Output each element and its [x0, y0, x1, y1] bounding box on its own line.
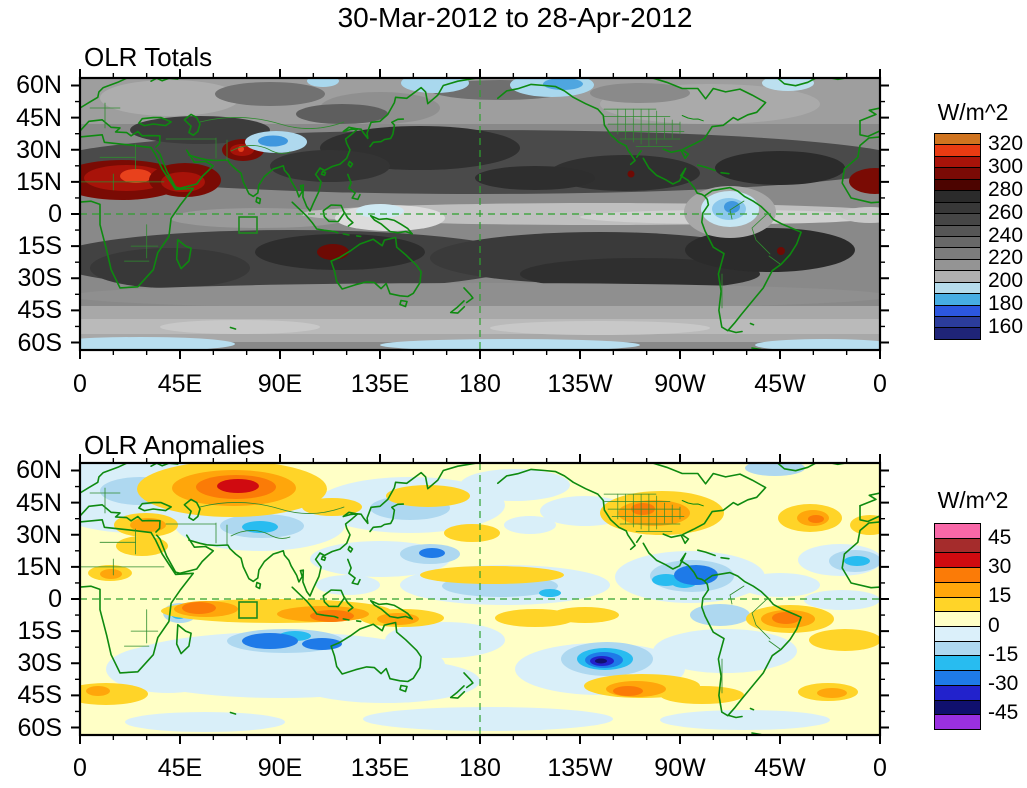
colorbar-cell — [935, 655, 980, 671]
colorbar-tick-label: 300 — [988, 155, 1024, 179]
colorbar-tick-label: 260 — [988, 200, 1024, 224]
colorbar-cell — [935, 684, 980, 700]
colorbar-cell — [935, 293, 980, 305]
colorbar-cell — [935, 640, 980, 656]
colorbar-cell — [935, 270, 980, 282]
colorbar-cell — [935, 155, 980, 168]
colorbar-cell — [935, 190, 980, 202]
lon-tick-label: 135W — [547, 370, 613, 398]
colorbar-cell — [935, 134, 980, 145]
lat-tick-label: 60N — [16, 456, 62, 485]
colorbar-cell — [935, 626, 980, 641]
colorbar-cell — [935, 247, 980, 259]
colorbar-tick-label: 160 — [988, 314, 1024, 338]
lat-tick-label: 30S — [17, 264, 62, 293]
colorbar-totals — [934, 133, 981, 340]
colorbar-units-totals: W/m^2 — [937, 99, 1009, 125]
lat-tick-label: 60S — [17, 713, 62, 742]
colorbar-cell — [935, 581, 980, 597]
colorbar-cell — [935, 281, 980, 294]
colorbar-cell — [935, 524, 980, 538]
map-anomalies-plot — [71, 454, 889, 744]
colorbar-cell — [935, 213, 980, 225]
colorbar-tick-label: 320 — [988, 132, 1024, 156]
colorbar-cell — [935, 670, 980, 685]
lon-tick-label: 135E — [350, 370, 410, 398]
lon-tick-label: 135E — [350, 754, 410, 782]
colorbar-cell — [935, 304, 980, 316]
index-region-box — [238, 601, 258, 619]
lat-tick-label: 0 — [48, 200, 62, 228]
lon-tick-label: 135W — [547, 754, 613, 782]
lon-tick-label: 0 — [873, 754, 887, 782]
colorbar-cell — [935, 596, 980, 612]
lon-tick-label: 180 — [459, 754, 501, 782]
lat-tick-label: 45N — [16, 488, 62, 517]
panel-title-totals: OLR Totals — [84, 42, 213, 72]
main-title: 30-Mar-2012 to 28-Apr-2012 — [337, 2, 693, 33]
colorbar-tick-label: 180 — [988, 291, 1024, 315]
colorbar-cell — [935, 552, 980, 568]
colorbar-cell — [935, 714, 980, 730]
colorbar-tick-label: 240 — [988, 223, 1024, 247]
lat-tick-label: 60S — [17, 328, 62, 357]
lat-tick-label: 45S — [17, 681, 62, 710]
lon-tick-label: 180 — [459, 370, 501, 398]
lon-tick-label: 0 — [73, 370, 87, 398]
colorbar-cell — [935, 537, 980, 553]
lon-tick-label: 0 — [73, 754, 87, 782]
lat-tick-label: 30S — [17, 649, 62, 678]
colorbar-tick-label: 45 — [988, 525, 1012, 549]
colorbar-cell — [935, 167, 980, 179]
lat-tick-label: 60N — [16, 71, 62, 100]
colorbar-tick-label: -30 — [988, 672, 1019, 696]
anomalies-contour-field — [80, 463, 880, 735]
lon-tick-label: 0 — [873, 370, 887, 398]
lon-tick-label: 90W — [654, 370, 706, 398]
colorbar-anomalies — [934, 523, 981, 730]
colorbar-tick-label: 15 — [988, 584, 1012, 608]
colorbar-cell — [935, 201, 980, 214]
lat-tick-label: 15N — [16, 167, 62, 196]
colorbar-cell — [935, 316, 980, 328]
colorbar-cell — [935, 224, 980, 236]
lon-tick-label: 90E — [257, 754, 303, 782]
lon-tick-label: 45E — [157, 370, 203, 398]
lat-tick-label: 0 — [48, 585, 62, 613]
lat-tick-label: 45N — [16, 103, 62, 132]
lat-tick-label: 30N — [16, 135, 62, 164]
lat-tick-label: 30N — [16, 520, 62, 549]
colorbar-tick-label: 200 — [988, 269, 1024, 293]
colorbar-tick-label: -15 — [988, 642, 1019, 666]
colorbar-tick-label: 30 — [988, 554, 1012, 578]
colorbar-tick-label: -45 — [988, 701, 1019, 725]
axis-ticks — [71, 69, 889, 359]
index-region-box — [238, 216, 258, 234]
colorbar-cell — [935, 235, 980, 248]
panel-title-anomalies: OLR Anomalies — [84, 430, 265, 460]
colorbar-cell — [935, 567, 980, 582]
lon-tick-label: 90W — [654, 754, 706, 782]
colorbar-tick-label: 280 — [988, 177, 1024, 201]
colorbar-tick-label: 0 — [988, 613, 1000, 637]
colorbar-cell — [935, 258, 980, 271]
map-totals-plot — [71, 69, 889, 359]
lon-tick-label: 90E — [257, 370, 303, 398]
colorbar-cell — [935, 699, 980, 715]
lat-tick-label: 15N — [16, 552, 62, 581]
colorbar-tick-label: 220 — [988, 246, 1024, 270]
colorbar-cell — [935, 611, 980, 627]
lon-tick-label: 45W — [754, 370, 806, 398]
lon-tick-label: 45E — [157, 754, 203, 782]
colorbar-cell — [935, 327, 980, 339]
colorbar-cell — [935, 144, 980, 156]
lat-tick-label: 15S — [17, 617, 62, 646]
lon-tick-label: 45W — [754, 754, 806, 782]
axis-ticks — [71, 454, 889, 744]
colorbar-cell — [935, 178, 980, 191]
lat-tick-label: 45S — [17, 296, 62, 325]
colorbar-units-anomalies: W/m^2 — [937, 487, 1009, 513]
lat-tick-label: 15S — [17, 232, 62, 261]
